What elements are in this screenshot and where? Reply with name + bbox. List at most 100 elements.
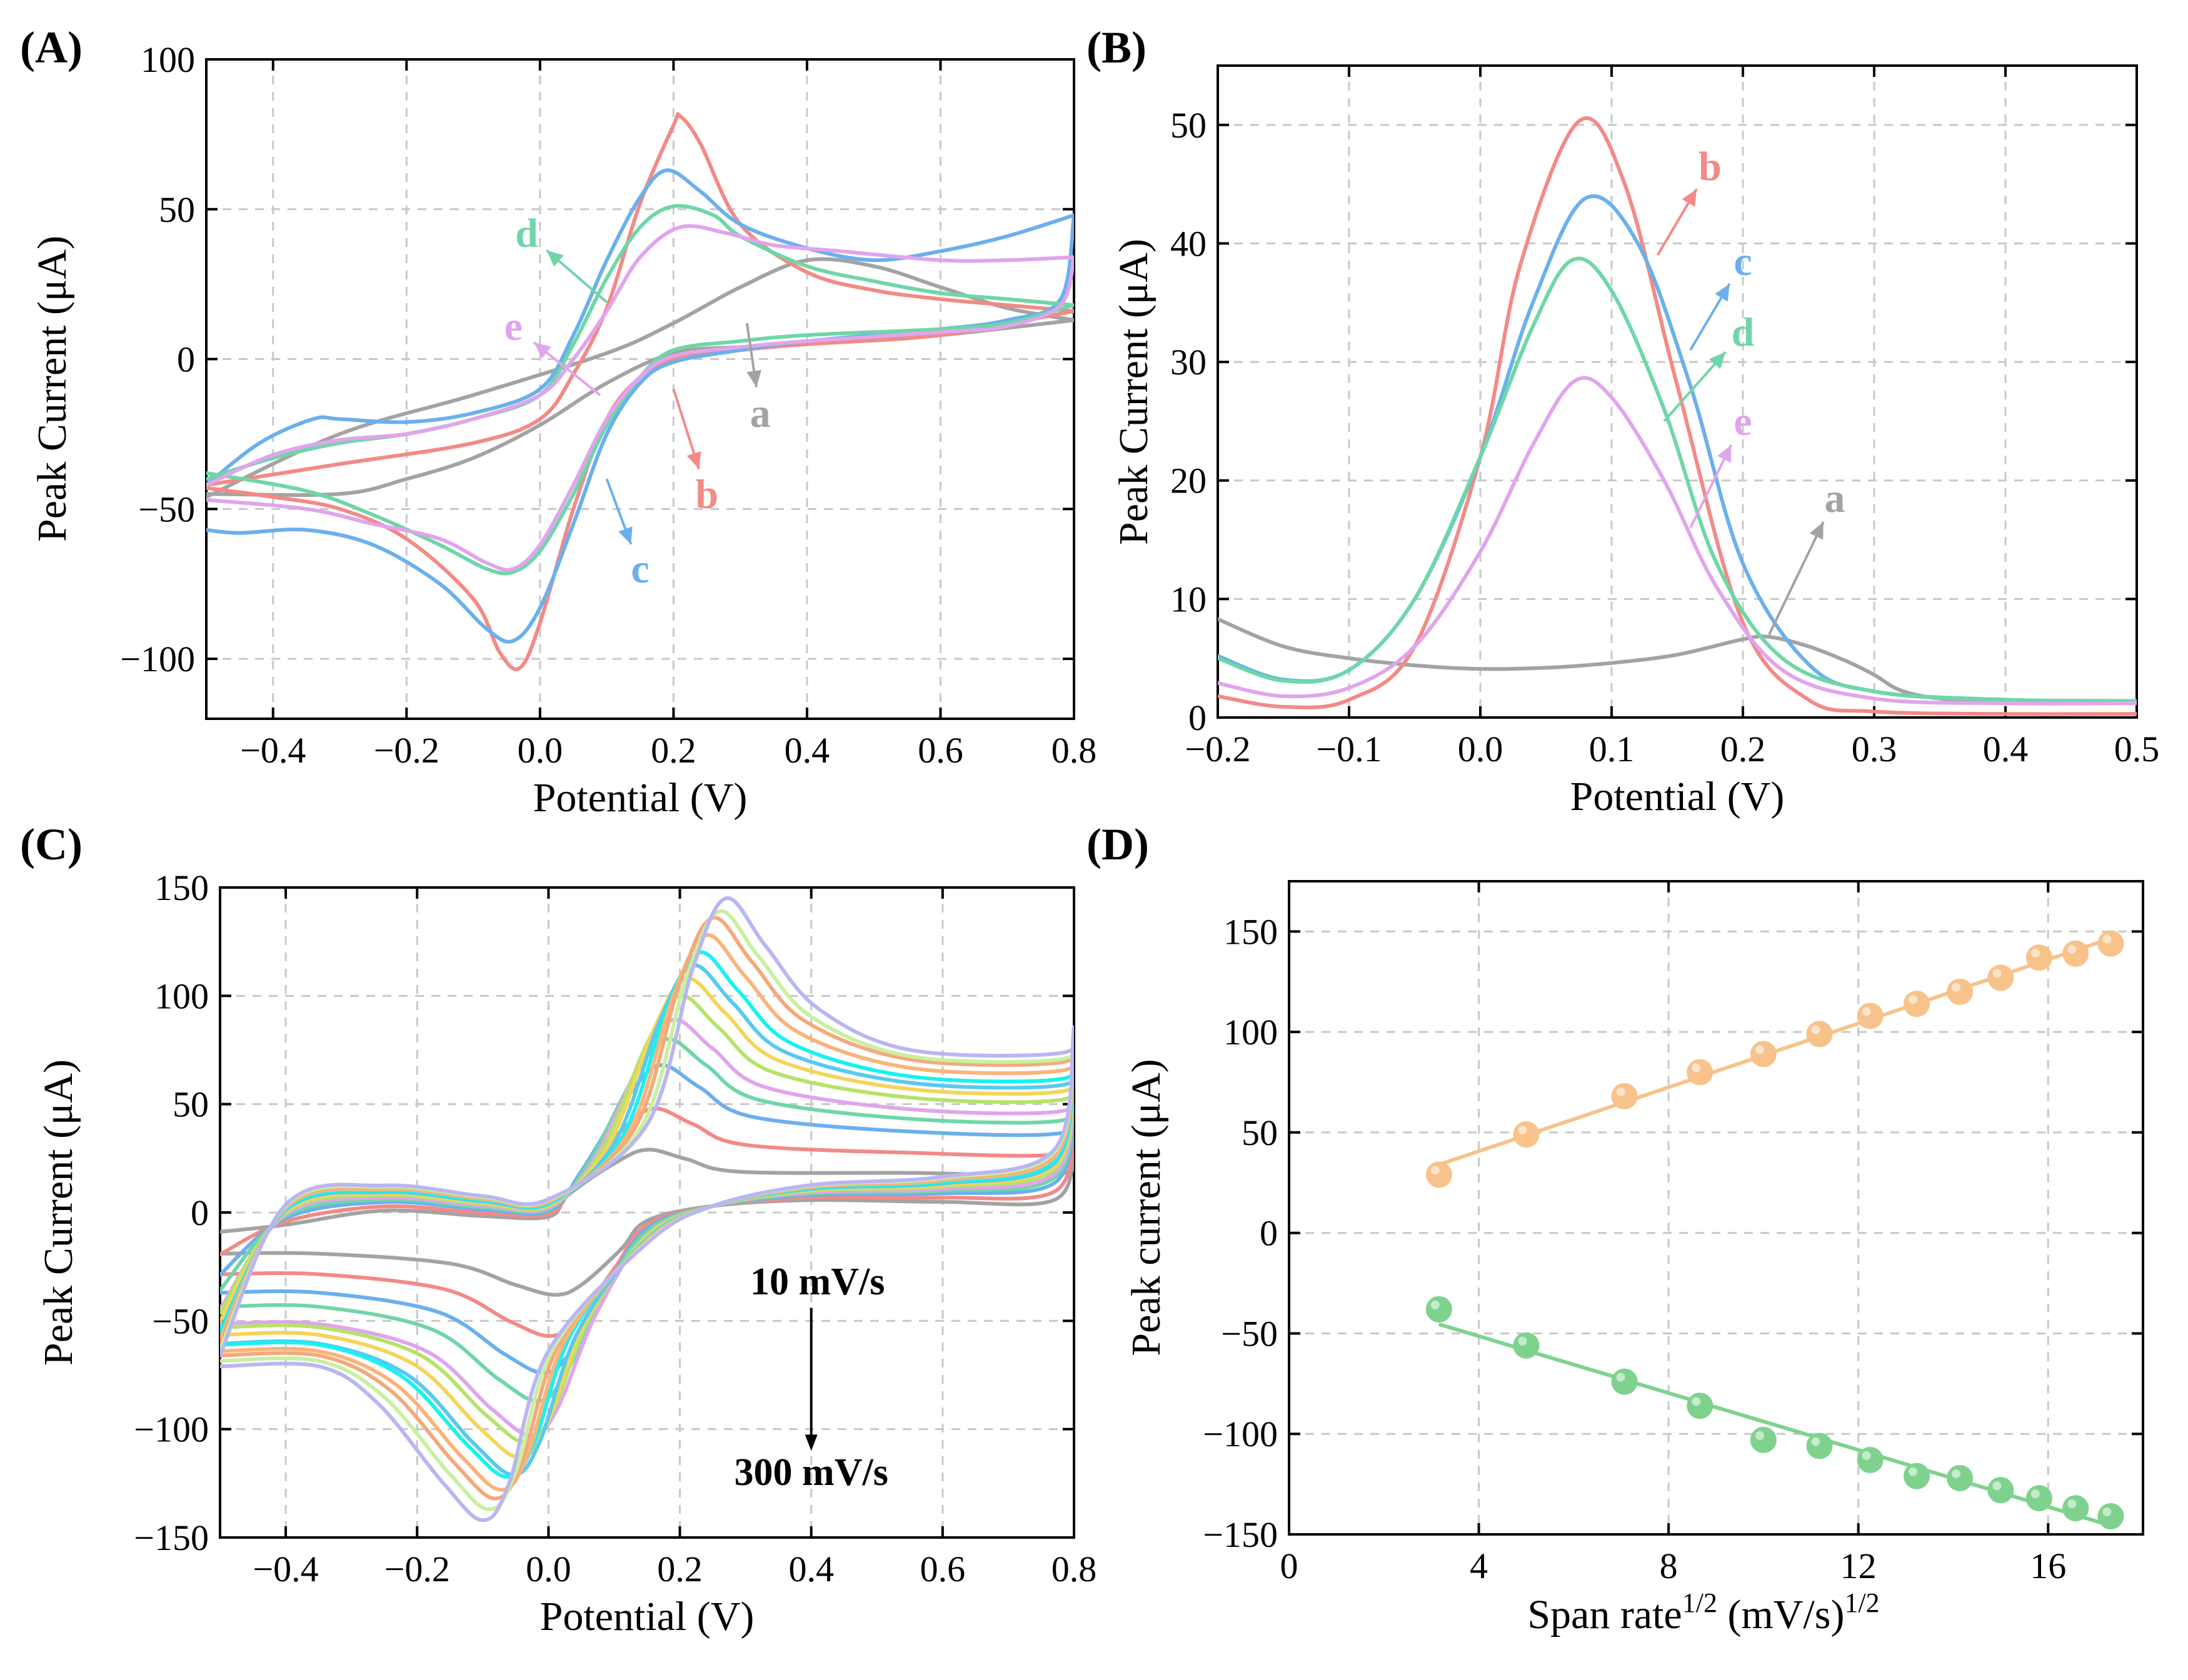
data-point-anodic — [2062, 940, 2089, 967]
y-tick-label: 50 — [1242, 1112, 1278, 1153]
curves — [1218, 116, 2137, 716]
y-tick-label: 50 — [1170, 105, 1207, 146]
x-axis-label: Potential (V) — [533, 775, 748, 821]
cv-curve-25-reverse — [220, 1126, 1074, 1338]
data-point-highlight — [2102, 934, 2112, 944]
data-point-highlight — [1811, 1025, 1820, 1034]
x-tick-label: 12 — [1840, 1546, 1877, 1586]
x-axis-label-unit-sup: 1/2 — [1844, 1588, 1879, 1618]
annotation-e-label: e — [1734, 399, 1752, 444]
x-axis-label: Potential (V) — [540, 1594, 755, 1639]
x-axis-label: Span rate1/2 (mV/s)1/2 — [1527, 1588, 1879, 1638]
data-point-highlight — [1430, 1300, 1440, 1309]
data-point-highlight — [1992, 969, 2002, 978]
annotation-a-label: a — [750, 391, 771, 436]
y-tick-label: 50 — [173, 1084, 209, 1125]
cv-curve-a-reverse — [206, 318, 1074, 498]
x-tick-label: −0.1 — [1316, 729, 1382, 769]
x-axis-label: Potential (V) — [1570, 774, 1785, 819]
annotation-b-label: b — [695, 471, 718, 517]
y-tick-label: 150 — [1223, 911, 1278, 952]
y-tick-label: −150 — [1203, 1514, 1278, 1555]
x-tick-label: 0.6 — [918, 730, 963, 771]
annotation-b-arrow-head — [686, 451, 701, 469]
x-tick-label: 0.2 — [1720, 729, 1766, 769]
y-tick-label: 30 — [1170, 342, 1207, 382]
annotation-d-label: d — [1732, 310, 1755, 356]
scan-rate-start-label: 10 mV/s — [750, 1261, 885, 1303]
x-tick-label: 0.0 — [518, 730, 563, 771]
data-point-anodic — [1904, 991, 1930, 1018]
cv-curve-d-forward — [206, 204, 1074, 481]
y-tick-label: −50 — [138, 489, 195, 529]
x-tick-label: −0.2 — [1185, 729, 1250, 769]
dpv-curve-d — [1218, 256, 2137, 703]
dpv-curve-e — [1218, 376, 2137, 706]
data-point-anodic — [1687, 1059, 1714, 1086]
y-tick-label: 100 — [1223, 1012, 1278, 1052]
annotation-e-arrow-head — [1717, 444, 1732, 463]
data-point-anodic — [1425, 1161, 1452, 1188]
data-point-highlight — [2067, 944, 2077, 954]
cv-curve-c-forward — [206, 168, 1074, 487]
x-tick-label: 0.3 — [1852, 729, 1897, 769]
annotation-a-arrow-line — [1768, 521, 1825, 636]
y-tick-label: −50 — [152, 1301, 209, 1341]
annotation-e-arrow-head — [534, 342, 551, 359]
cv-curve-300-reverse — [220, 1025, 1074, 1522]
plot-frame — [205, 58, 1075, 720]
x-tick-label: 0.8 — [1051, 730, 1097, 771]
curves — [220, 896, 1074, 1522]
x-tick-label: 0.4 — [1983, 729, 2029, 769]
data-point-highlight — [2102, 1508, 2112, 1517]
data-point-cathodic — [1687, 1392, 1714, 1419]
curves — [206, 112, 1074, 671]
x-tick-label: 0.0 — [526, 1549, 571, 1589]
data-point-cathodic — [1904, 1462, 1930, 1489]
data-point-highlight — [1755, 1431, 1764, 1440]
data-point-cathodic — [1947, 1464, 1974, 1491]
data-point-highlight — [2067, 1499, 2077, 1509]
cv-curve-100-reverse — [220, 1083, 1074, 1438]
cv-curve-75-reverse — [220, 1092, 1074, 1403]
data-point-cathodic — [1750, 1426, 1777, 1453]
y-tick-label: 0 — [191, 1192, 209, 1233]
x-tick-label: 0.4 — [785, 730, 830, 771]
x-tick-label: −0.4 — [240, 730, 306, 771]
x-tick-label: 16 — [2030, 1546, 2066, 1586]
data-point-anodic — [1750, 1041, 1777, 1068]
data-point-highlight — [1992, 1481, 2002, 1491]
cv-curve-e-reverse — [206, 255, 1074, 572]
data-point-highlight — [1909, 995, 1918, 1004]
panel-label: (D) — [1086, 819, 1149, 869]
panel-label: (B) — [1086, 22, 1147, 72]
data-point-highlight — [2030, 1489, 2040, 1499]
annotation-a-label: a — [1825, 476, 1845, 521]
cv-curve-25-forward — [220, 1106, 1074, 1257]
cv-curve-d-reverse — [206, 303, 1074, 576]
y-tick-label: 40 — [1170, 223, 1207, 264]
panel-c: −0.4 −0.2 0.0 0.2 0.4 0.6 0.8 −150 −100 −50 0 50 100… — [20, 819, 1097, 1639]
y-tick-label: −50 — [1221, 1313, 1278, 1354]
cv-curve-275-forward — [220, 909, 1074, 1352]
data-point-highlight — [1518, 1126, 1527, 1135]
cv-curve-250-forward — [220, 916, 1074, 1346]
x-axis-label-unit: (mV/s) — [1717, 1592, 1844, 1638]
x-tick-label: 8 — [1660, 1546, 1678, 1586]
x-axis-label-main: Span rate — [1527, 1592, 1682, 1638]
data-point-anodic — [1987, 964, 2014, 991]
x-tick-label: 0.6 — [920, 1549, 966, 1589]
x-tick-label: 0.2 — [651, 730, 696, 771]
cv-curve-10-forward — [220, 1146, 1074, 1234]
annotation-c-label: c — [631, 546, 649, 592]
y-tick-label: −100 — [120, 639, 195, 679]
panel-label: (C) — [20, 819, 83, 869]
plot-frame — [1288, 880, 2144, 1536]
cv-curve-10-reverse — [220, 1146, 1074, 1297]
x-tick-label: 0.8 — [1051, 1549, 1097, 1589]
data-point-anodic — [1806, 1021, 1833, 1048]
cv-curve-a-forward — [206, 257, 1074, 499]
x-tick-label: 0.5 — [2114, 729, 2160, 769]
x-tick-label: 0.1 — [1589, 729, 1635, 769]
data-point-cathodic — [2097, 1503, 2124, 1530]
